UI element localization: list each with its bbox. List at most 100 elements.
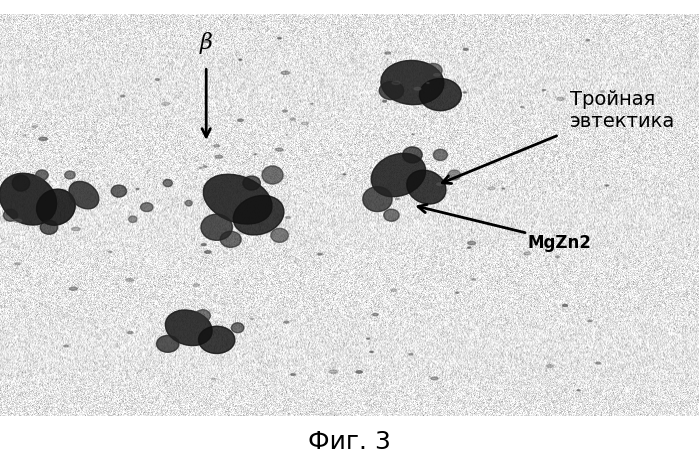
Ellipse shape [407,170,446,204]
Ellipse shape [556,97,565,100]
Ellipse shape [373,314,378,315]
Ellipse shape [275,148,283,151]
Ellipse shape [251,318,254,319]
Ellipse shape [431,377,438,380]
Ellipse shape [201,244,206,245]
Ellipse shape [243,176,260,190]
Ellipse shape [239,59,242,61]
Ellipse shape [586,39,589,41]
Ellipse shape [71,228,80,231]
Ellipse shape [195,310,210,322]
Ellipse shape [382,100,387,102]
Ellipse shape [605,185,608,186]
Ellipse shape [69,181,99,209]
Ellipse shape [39,137,48,140]
Ellipse shape [161,102,169,105]
Ellipse shape [136,188,139,190]
Ellipse shape [290,118,296,121]
Ellipse shape [396,198,400,200]
Ellipse shape [343,174,346,175]
Ellipse shape [468,241,476,245]
Ellipse shape [140,203,153,211]
Ellipse shape [521,106,524,108]
Ellipse shape [381,207,383,208]
Ellipse shape [524,252,531,255]
Ellipse shape [203,166,207,167]
Text: MgZn2: MgZn2 [528,234,591,253]
Ellipse shape [231,323,244,333]
Ellipse shape [201,214,232,240]
Ellipse shape [577,390,580,391]
Ellipse shape [127,332,133,334]
Ellipse shape [318,254,322,255]
Ellipse shape [271,228,289,242]
Ellipse shape [215,155,222,158]
Ellipse shape [403,147,422,163]
Ellipse shape [547,365,553,368]
Ellipse shape [254,154,257,155]
Ellipse shape [488,187,495,190]
Ellipse shape [129,216,137,222]
Ellipse shape [205,251,211,254]
Ellipse shape [199,167,202,168]
Ellipse shape [329,370,338,373]
Ellipse shape [448,170,461,180]
Ellipse shape [238,119,243,122]
Ellipse shape [419,79,461,111]
Ellipse shape [391,289,397,291]
Ellipse shape [433,74,440,76]
Ellipse shape [437,183,442,185]
Ellipse shape [163,179,172,187]
Ellipse shape [371,153,426,197]
Ellipse shape [203,174,272,224]
Ellipse shape [356,371,362,373]
Ellipse shape [381,61,444,105]
Ellipse shape [220,231,241,247]
Ellipse shape [471,279,476,280]
Ellipse shape [281,71,289,74]
Ellipse shape [108,251,112,253]
Ellipse shape [463,92,466,93]
Ellipse shape [370,351,373,352]
Ellipse shape [13,219,22,222]
Ellipse shape [185,201,192,206]
Ellipse shape [463,48,468,50]
Ellipse shape [415,88,421,90]
Ellipse shape [596,362,600,364]
Ellipse shape [36,170,48,180]
Ellipse shape [301,122,308,125]
Ellipse shape [121,95,125,97]
Ellipse shape [384,209,399,221]
Ellipse shape [282,110,287,112]
Ellipse shape [284,321,289,323]
Ellipse shape [455,292,459,293]
Ellipse shape [424,63,442,78]
Ellipse shape [412,134,414,135]
Ellipse shape [542,89,545,90]
Ellipse shape [563,305,568,307]
Ellipse shape [214,145,219,147]
Text: Фиг. 3: Фиг. 3 [308,430,391,454]
Ellipse shape [392,81,401,85]
Ellipse shape [36,189,75,225]
Ellipse shape [32,126,37,128]
Ellipse shape [363,187,392,211]
Ellipse shape [111,185,127,197]
Ellipse shape [166,310,212,346]
Ellipse shape [64,345,69,347]
Ellipse shape [366,338,370,339]
Ellipse shape [600,91,605,92]
Ellipse shape [157,335,179,352]
Ellipse shape [409,353,413,355]
Ellipse shape [468,247,471,248]
Ellipse shape [126,279,134,281]
Text: β: β [200,32,212,54]
Ellipse shape [291,374,295,376]
Ellipse shape [212,378,215,380]
Ellipse shape [23,135,25,136]
Ellipse shape [64,171,75,179]
Ellipse shape [286,217,291,219]
Ellipse shape [262,166,283,184]
Ellipse shape [433,149,447,160]
Ellipse shape [233,195,284,235]
